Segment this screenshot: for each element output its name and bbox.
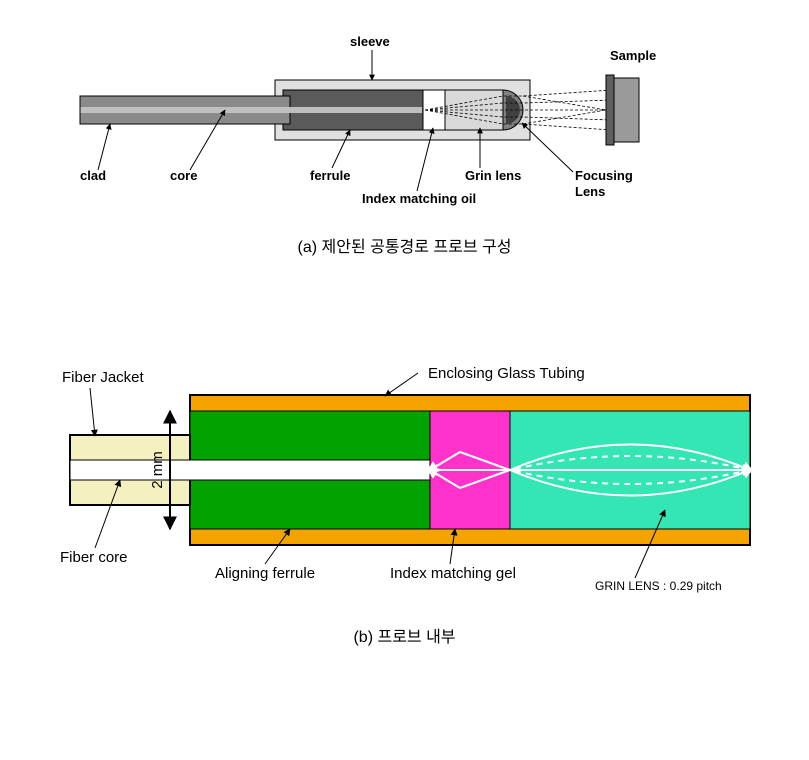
- svg-text:Sample: Sample: [610, 48, 656, 63]
- svg-text:Index matching gel: Index matching gel: [390, 565, 516, 582]
- svg-text:clad: clad: [80, 168, 106, 183]
- svg-text:GRIN LENS : 0.29 pitch: GRIN LENS : 0.29 pitch: [595, 579, 722, 593]
- panel-b: 2 mm Fiber Jacket Enclosing Glass Tubing Fi…: [20, 330, 789, 690]
- svg-text:sleeve: sleeve: [350, 34, 390, 49]
- panel-a-svg: sleeve Sample clad core ferrule Grin lens Inde…: [20, 20, 789, 220]
- svg-text:Index matching oil: Index matching oil: [362, 191, 476, 206]
- svg-text:Enclosing Glass Tubing: Enclosing Glass Tubing: [428, 365, 585, 382]
- svg-text:Fiber Jacket: Fiber Jacket: [62, 369, 145, 386]
- svg-text:core: core: [170, 168, 197, 183]
- svg-text:Grin lens: Grin lens: [465, 168, 521, 183]
- panel-b-svg: 2 mm Fiber Jacket Enclosing Glass Tubing Fi…: [20, 330, 789, 610]
- svg-text:2 mm: 2 mm: [149, 451, 166, 489]
- panel-a: sleeve Sample clad core ferrule Grin lens Inde…: [20, 20, 789, 320]
- svg-text:Aligning ferrule: Aligning ferrule: [215, 565, 315, 582]
- panel-b-caption: (b) 프로브 내부: [20, 623, 789, 647]
- svg-text:Focusing: Focusing: [575, 168, 633, 183]
- svg-text:ferrule: ferrule: [310, 168, 350, 183]
- svg-text:Fiber core: Fiber core: [60, 549, 128, 566]
- panel-a-caption: (a) 제안된 공통경로 프로브 구성: [20, 233, 789, 257]
- figure-container: sleeve Sample clad core ferrule Grin lens Inde…: [20, 20, 789, 740]
- svg-text:Lens: Lens: [575, 184, 605, 199]
